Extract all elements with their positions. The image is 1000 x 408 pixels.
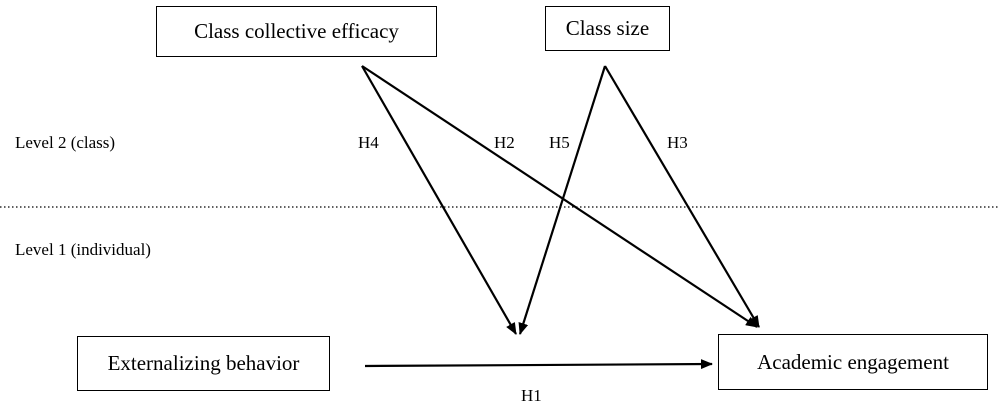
arrow-h4 [361,65,517,335]
h2-label: H2 [494,133,515,152]
arrow-h5 [518,65,607,335]
h1-label: H1 [521,386,542,405]
class-size-label: Class size [565,16,650,40]
arrow-h1 [364,359,713,370]
arrow-h3 [604,65,760,328]
academic-engagement-label: Academic engagement [757,349,949,374]
h3-label: H3 [667,133,688,152]
class-collective-efficacy-label: Class collective efficacy [194,19,399,43]
class-size-box: Class size [545,6,670,51]
h5-label: H5 [549,133,570,152]
arrow-h2 [361,65,758,328]
h4-label: H4 [358,133,379,152]
class-collective-efficacy-box: Class collective efficacy [156,6,437,57]
academic-engagement-box: Academic engagement [718,334,988,390]
externalizing-behavior-box: Externalizing behavior [77,336,330,391]
externalizing-behavior-label: Externalizing behavior [107,351,300,375]
level-2-label: Level 2 (class) [15,133,116,152]
level-1-label: Level 1 (individual) [15,240,151,259]
